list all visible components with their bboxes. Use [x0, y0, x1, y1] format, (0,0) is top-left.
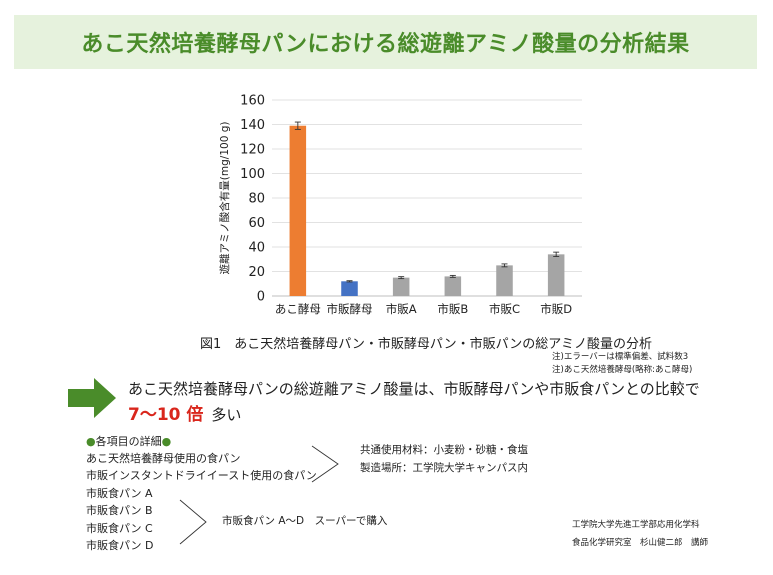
- title-banner: あこ天然培養酵母パンにおける総遊離アミノ酸量の分析結果: [14, 15, 757, 69]
- bar-3: [392, 277, 410, 296]
- y-tick-label: 100: [240, 167, 265, 182]
- bar-1: [289, 125, 307, 296]
- bar-5: [496, 265, 513, 296]
- chart-y-ticks: 0 20 40 60 80 100 120 140 160: [240, 94, 265, 305]
- ratio-highlight: 7～10 倍: [128, 405, 204, 425]
- bar-4: [444, 276, 462, 296]
- market-bread-note: 市販食パン A～D スーパーで購入: [222, 515, 388, 527]
- x-tick-label: 市販酵母: [327, 302, 373, 316]
- y-tick-label: 20: [248, 265, 265, 280]
- detail-item: 市販食パン B: [86, 504, 153, 517]
- note-error-bar: 注)エラーバーは標準偏差、試料数3: [552, 352, 689, 362]
- figure-caption: 図1 あこ天然培養酵母パン・市販酵母パン・市販パンの総アミノ酸量の分析: [200, 337, 652, 352]
- detail-item: 市販インスタントドライイースト使用の食パン: [86, 469, 317, 482]
- detail-item: 市販食パン C: [86, 522, 153, 535]
- details-heading: ●各項目の詳細●: [86, 433, 171, 450]
- y-tick-label: 120: [240, 143, 265, 158]
- y-tick-label: 0: [257, 290, 265, 305]
- common-materials: 共通使用材料：小麦粉・砂糖・食塩: [360, 444, 528, 456]
- affiliation-department: 工学院大学先進工学部応用化学科: [572, 520, 700, 530]
- note-abbreviation: 注)あこ天然培養酵母(略称:あこ酵母): [552, 365, 693, 375]
- detail-item: あこ天然培養酵母使用の食パン: [86, 452, 241, 465]
- y-tick-label: 40: [248, 241, 265, 256]
- conclusion-line: あこ天然培養酵母パンの総遊離アミノ酸量は、市販酵母パンや市販食パンとの比較で: [128, 380, 700, 398]
- page-title: あこ天然培養酵母パンにおける総遊離アミノ酸量の分析結果: [81, 32, 690, 57]
- conclusion-tail: 多い: [211, 406, 242, 424]
- y-tick-label: 60: [248, 216, 265, 231]
- bracket-icon: [179, 499, 207, 545]
- bar-6: [547, 254, 565, 296]
- manufacturing-place: 製造場所：工学院大学キャンパス内: [360, 462, 528, 474]
- bullet-icon: ●: [86, 435, 96, 448]
- x-tick-label: あこ酵母: [275, 302, 321, 316]
- conclusion-highlight-line: 7～10 倍多い: [128, 400, 241, 425]
- chart-grid: [272, 99, 582, 272]
- bullet-icon: ●: [161, 435, 172, 448]
- y-tick-label: 80: [248, 192, 265, 207]
- details-heading-text: 各項目の詳細: [95, 435, 162, 448]
- detail-item: 市販食パン D: [86, 539, 154, 552]
- x-tick-label: 市販B: [437, 302, 468, 316]
- x-tick-label: 市販A: [386, 302, 417, 316]
- bar-2: [341, 281, 358, 296]
- x-tick-label: 市販C: [489, 302, 520, 316]
- bar-chart: 0 20 40 60 80 100 120 140 160 あこ酵母 市販酵母 市販A 市販B 市販C 市…: [218, 94, 582, 316]
- y-tick-label: 140: [240, 118, 265, 133]
- y-axis-label: 遊離アミノ酸含有量(mg/100 g): [218, 122, 231, 275]
- arrow-right-icon: [68, 378, 116, 418]
- chart-error-bars: [294, 121, 560, 283]
- chart-x-ticks: あこ酵母 市販酵母 市販A 市販B 市販C 市販D: [275, 302, 572, 316]
- x-tick-label: 市販D: [540, 302, 572, 316]
- y-tick-label: 160: [240, 94, 265, 109]
- affiliation-lab: 食品化学研究室 杉山健二郎 講師: [572, 538, 709, 548]
- detail-item: 市販食パン A: [86, 487, 153, 500]
- bracket-icon: [311, 445, 339, 483]
- chart-bars: [289, 125, 565, 296]
